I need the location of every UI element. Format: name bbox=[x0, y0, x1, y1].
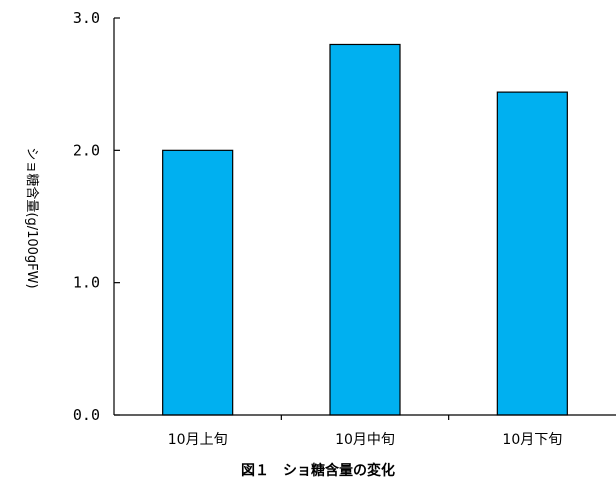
y-axis-label: ショ糖含量(g/100gFW) bbox=[24, 147, 40, 288]
labels-layer: 0.0 1.0 2.0 3.0 10月上旬 10月中旬 10月下旬 bbox=[73, 9, 562, 448]
chart-title: 図１ ショ糖含量の変化 bbox=[241, 462, 395, 479]
y-tick-label: 1.0 bbox=[73, 274, 100, 292]
bar-1 bbox=[162, 149, 234, 416]
x-category-label: 10月中旬 bbox=[335, 432, 395, 448]
bar-2 bbox=[329, 43, 401, 416]
y-tick-label: 2.0 bbox=[73, 141, 100, 159]
y-tick-label: 0.0 bbox=[73, 406, 100, 424]
axes-layer bbox=[113, 17, 616, 420]
x-category-label: 10月上旬 bbox=[168, 432, 228, 448]
x-category-label: 10月下旬 bbox=[502, 432, 562, 448]
bars-layer bbox=[162, 43, 568, 416]
bar-3 bbox=[496, 91, 568, 416]
y-tick-label: 3.0 bbox=[73, 9, 100, 27]
